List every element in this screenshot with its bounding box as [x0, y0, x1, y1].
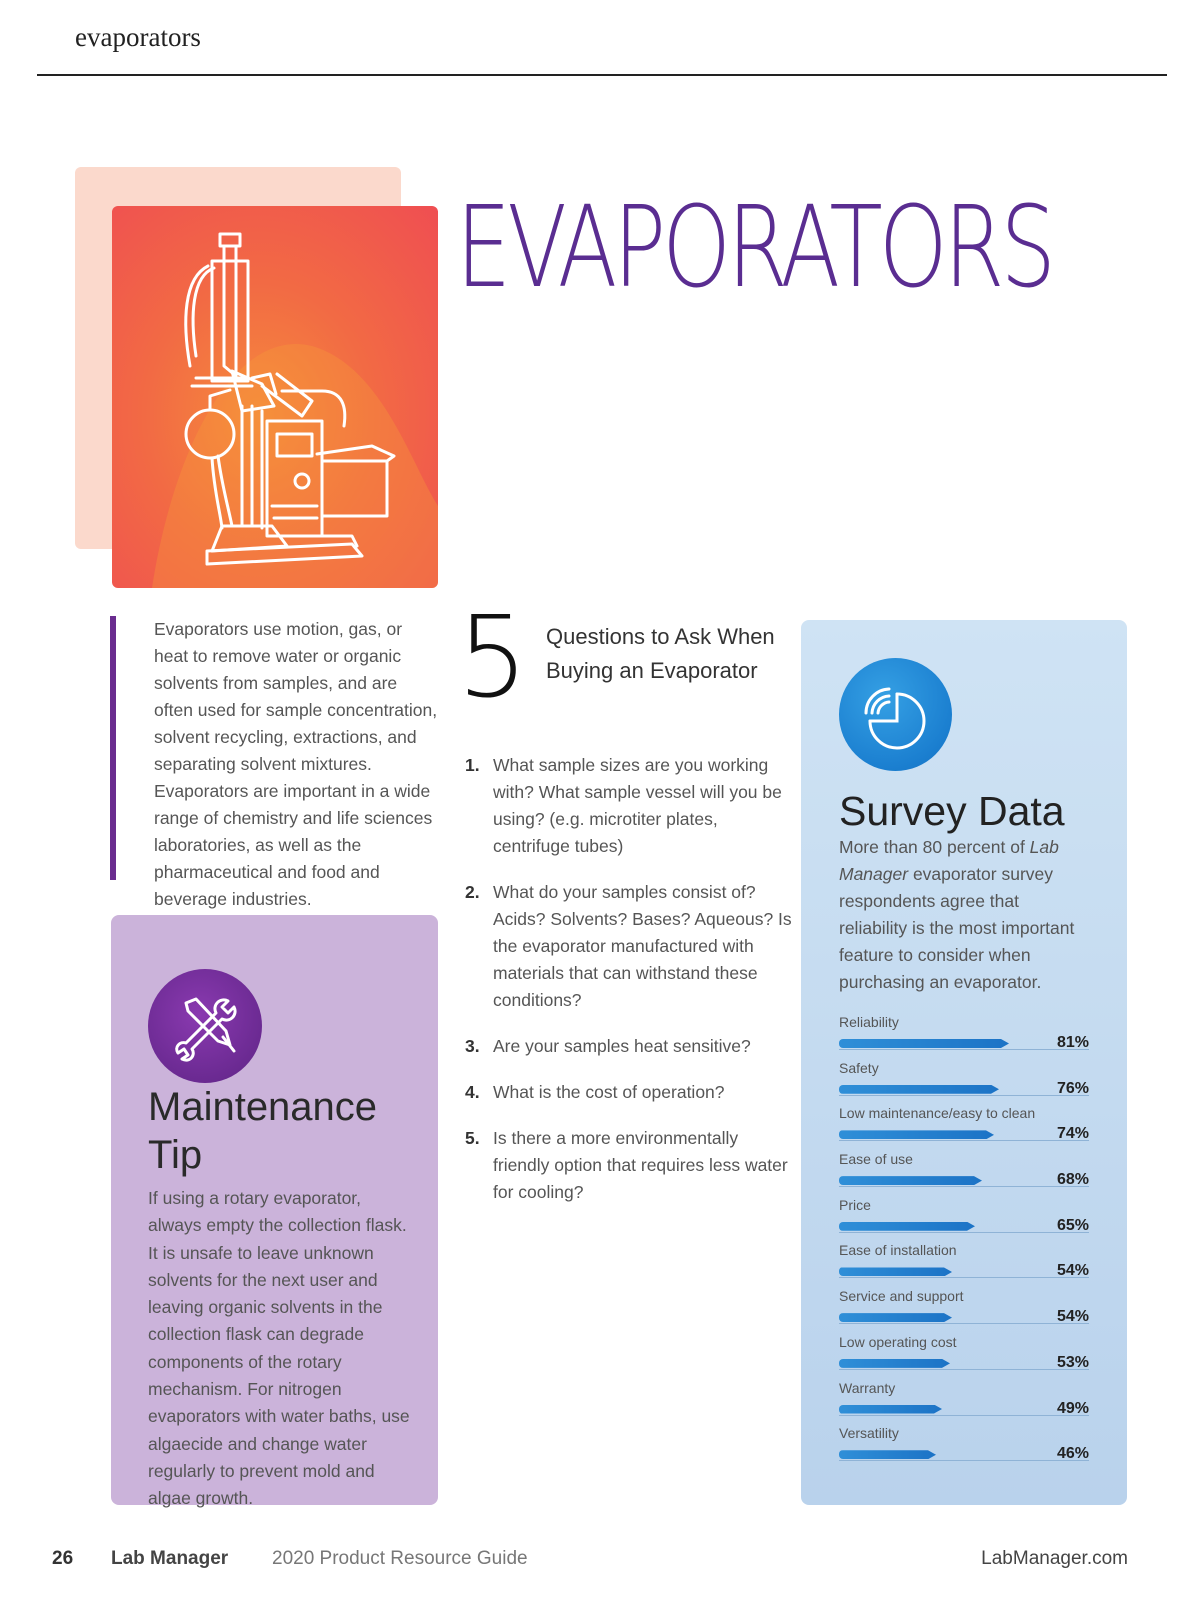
maintenance-title: Maintenance Tip — [148, 1085, 378, 1177]
page-title: EVAPORATORS — [456, 183, 1056, 313]
hero-image — [112, 206, 438, 588]
bar-value: 81% — [1056, 1034, 1089, 1051]
bar-fill — [839, 1130, 994, 1139]
questions-list: 1. What sample sizes are you working with… — [465, 752, 795, 1225]
bar-value: 49% — [1056, 1399, 1089, 1417]
bar-fill — [839, 1085, 999, 1094]
question-text: What do your samples consist of? Acids? … — [493, 882, 792, 1010]
bar-fill — [839, 1359, 950, 1368]
bar-track — [839, 1082, 1089, 1096]
survey-title: Survey Data — [839, 788, 1065, 834]
section-header: evaporators — [75, 22, 201, 52]
bar-fill — [839, 1176, 982, 1185]
bar-label: Warranty — [839, 1379, 896, 1396]
bar-row: Warranty 49% — [839, 1380, 1089, 1426]
question-number: 1. — [465, 755, 480, 775]
bar-track — [839, 1127, 1089, 1142]
question-item: 3. Are your samples heat sensitive? — [465, 1033, 795, 1060]
bar-fill — [839, 1450, 936, 1459]
bar-label: Service and support — [839, 1288, 964, 1305]
bar-value: 53% — [1056, 1353, 1089, 1371]
bar-row: Price 65% — [839, 1197, 1089, 1243]
bar-row: Service and support 54% — [839, 1288, 1089, 1334]
bar-label: Safety — [839, 1059, 879, 1076]
question-text: Are your samples heat sensitive? — [493, 1036, 751, 1056]
bar-label: Low maintenance/easy to clean — [839, 1105, 1036, 1122]
bar-track — [839, 1402, 1089, 1416]
page-footer: 26 Lab Manager 2020 Product Resource Gui… — [0, 1548, 1200, 1578]
questions-heading: Questions to Ask When Buying an Evaporat… — [546, 624, 775, 683]
survey-intro: More than 80 percent of Lab Manager evap… — [839, 837, 1075, 992]
bar-fill — [839, 1039, 1009, 1048]
bar-label: Ease of installation — [839, 1242, 957, 1259]
question-text: What is the cost of operation? — [493, 1082, 725, 1102]
question-item: 4. What is the cost of operation? — [465, 1079, 795, 1106]
tools-icon — [148, 969, 262, 1083]
questions-number: 5 — [457, 593, 529, 723]
footer-brand: Lab Manager — [111, 1548, 229, 1569]
question-item: 2. What do your samples consist of? Acids… — [465, 879, 795, 1014]
bar-value: 74% — [1056, 1125, 1089, 1143]
bar-value: 46% — [1056, 1445, 1089, 1463]
bar-row: Reliability 81% — [839, 1014, 1089, 1060]
bar-track — [839, 1173, 1089, 1188]
bar-row: Low maintenance/easy to clean 74% — [839, 1105, 1089, 1151]
question-number: 4. — [465, 1082, 480, 1102]
bar-fill — [839, 1405, 942, 1414]
bar-value: 65% — [1056, 1216, 1089, 1234]
bar-label: Reliability — [839, 1014, 899, 1030]
pie-chart-icon — [839, 658, 952, 771]
survey-data-card: Survey Data More than 80 percent of Lab … — [801, 620, 1127, 1505]
question-number: 5. — [465, 1128, 480, 1148]
bar-fill — [839, 1267, 952, 1276]
bar-label: Versatility — [839, 1425, 899, 1442]
bar-row: Safety 76% — [839, 1060, 1089, 1106]
intro-text: Evaporators use motion, gas, or heat to … — [110, 616, 440, 909]
question-number: 3. — [465, 1036, 480, 1056]
question-text: Is there a more environmentally friendly… — [493, 1128, 788, 1202]
bar-value: 76% — [1056, 1079, 1089, 1097]
question-number: 2. — [465, 882, 480, 902]
maintenance-body: If using a rotary evaporator, always emp… — [148, 1188, 410, 1509]
page-number: 26 — [52, 1548, 74, 1569]
rotary-evaporator-icon — [152, 232, 438, 588]
bar-value: 54% — [1056, 1308, 1089, 1326]
bar-row: Low operating cost 53% — [839, 1334, 1089, 1380]
bar-track — [839, 1219, 1089, 1233]
bar-fill — [839, 1313, 952, 1322]
question-item: 1. What sample sizes are you working with… — [465, 752, 795, 860]
question-item: 5. Is there a more environmentally friend… — [465, 1125, 795, 1206]
bar-fill — [839, 1222, 975, 1231]
footer-website: LabManager.com — [981, 1548, 1128, 1569]
survey-bar-chart: Reliability 81% Safety 76% Low maintenance/e… — [839, 1014, 1089, 1471]
bar-row: Versatility 46% — [839, 1425, 1089, 1471]
maintenance-tip-card: Maintenance Tip If using a rotary evapor… — [111, 915, 438, 1508]
bar-value: 54% — [1056, 1262, 1089, 1280]
bar-track — [839, 1310, 1089, 1325]
header-rule — [37, 74, 1167, 76]
bar-row: Ease of installation 54% — [839, 1242, 1089, 1288]
bar-track — [839, 1356, 1089, 1370]
bar-label: Low operating cost — [839, 1333, 957, 1350]
bar-track — [839, 1264, 1089, 1279]
bar-value: 68% — [1056, 1171, 1089, 1189]
question-text: What sample sizes are you working with? … — [493, 755, 782, 856]
bar-track — [839, 1447, 1089, 1462]
bar-label: Ease of use — [839, 1151, 913, 1168]
footer-guide-title: 2020 Product Resource Guide — [272, 1548, 528, 1569]
bar-row: Ease of use 68% — [839, 1151, 1089, 1197]
bar-track — [839, 1036, 1089, 1050]
bar-label: Price — [839, 1196, 871, 1213]
